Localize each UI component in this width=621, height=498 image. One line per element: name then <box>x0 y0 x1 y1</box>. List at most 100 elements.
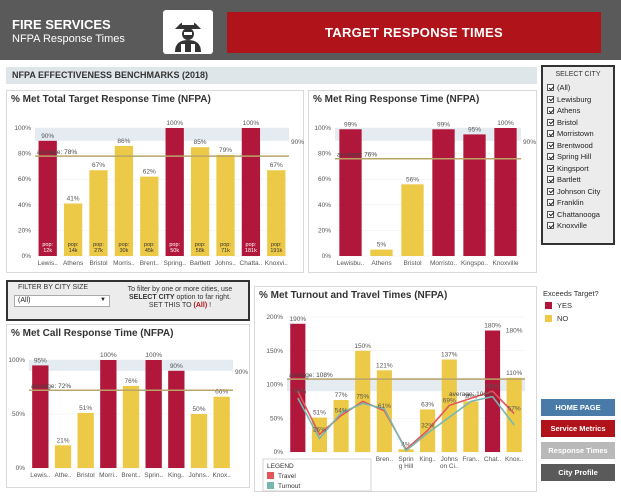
hint-all: (All) <box>193 302 208 309</box>
response-times-button[interactable]: Response Times <box>541 442 615 459</box>
pop-label-line: 181k <box>245 248 257 254</box>
x-tick-label: Chatta.. <box>240 260 263 267</box>
pop-label-line: pop: <box>144 242 155 248</box>
checkbox-icon[interactable] <box>547 222 554 229</box>
y-tick-label: 40% <box>18 202 31 209</box>
y-tick-label: 80% <box>18 151 31 158</box>
bar <box>89 170 108 256</box>
city-label: Chattanooga <box>557 209 600 219</box>
bar-value-label: 150% <box>354 343 371 350</box>
x-tick-label: Lewis.. <box>38 260 58 267</box>
city-checkbox-item[interactable]: Brentwood <box>547 141 593 150</box>
city-size-select[interactable]: (All) ▼ <box>14 295 110 307</box>
pop-label-line: 27k <box>94 248 103 254</box>
legend-title: LEGEND <box>267 463 294 470</box>
x-tick-label: Bren.. <box>376 456 394 463</box>
pop-label-line: pop: <box>195 242 206 248</box>
city-checkbox-item[interactable]: Morristown <box>547 129 594 138</box>
line-value-label: 32% <box>421 422 434 429</box>
x-tick-label: Knoxvi.. <box>265 260 288 267</box>
checkbox-icon[interactable] <box>547 130 554 137</box>
bar-value-label: 62% <box>143 169 156 176</box>
bar <box>38 140 57 256</box>
bar-value-label: 41% <box>67 196 80 203</box>
city-checkbox-item[interactable]: Lewisburg <box>547 95 591 104</box>
x-tick-label: Morri.. <box>99 472 118 479</box>
city-checkbox-item[interactable]: Kingsport <box>547 164 589 173</box>
y-tick-label: 50% <box>12 411 25 418</box>
city-checkbox-item[interactable]: Bristol <box>547 118 578 127</box>
x-tick-label: Spring.. <box>163 260 186 267</box>
bar <box>401 184 424 256</box>
checkbox-icon[interactable] <box>547 84 554 91</box>
pop-label-line: 30k <box>119 248 128 254</box>
pop-label-line: pop: <box>220 242 231 248</box>
city-checkbox-item[interactable]: Chattanooga <box>547 210 600 219</box>
x-tick-line: on Ci.. <box>440 463 459 470</box>
x-tick-label: Johns.. <box>189 472 210 479</box>
y-tick-label: 60% <box>318 176 331 183</box>
x-tick-label: Johns on Ci.. <box>440 456 459 470</box>
city-label: Brentwood <box>557 140 593 150</box>
exceeds-legend-title: Exceeds Target? <box>543 289 599 298</box>
checkbox-icon[interactable] <box>547 176 554 183</box>
checkbox-icon[interactable] <box>547 199 554 206</box>
bar-value-label: 95% <box>468 126 481 133</box>
chart-total-response: % Met Total Target Response Time (NFPA) … <box>6 90 304 273</box>
checkbox-icon[interactable] <box>547 107 554 114</box>
bar <box>165 128 184 256</box>
checkbox-icon[interactable] <box>547 118 554 126</box>
target-label: 90% <box>291 139 304 146</box>
bar <box>114 145 134 256</box>
chart-title: % Met Turnout and Travel Times (NFPA) <box>259 290 448 301</box>
bar-value-label: 51% <box>79 405 92 412</box>
legend-item-yes: YES <box>545 301 572 310</box>
city-checkbox-item[interactable]: Athens <box>547 106 580 115</box>
app-title: FIRE SERVICES <box>12 17 111 32</box>
city-checkbox-item[interactable]: Bartlett <box>547 175 581 184</box>
y-tick-label: 60% <box>18 176 31 183</box>
bar <box>63 203 83 256</box>
home-page-button[interactable]: HOME PAGE <box>541 399 615 416</box>
city-label: Franklin <box>557 198 584 207</box>
filter-title: SELECT CITY <box>555 71 601 78</box>
y-tick-label: 0% <box>16 465 26 472</box>
target-label: 90% <box>523 139 536 146</box>
bar-value-label: 66% <box>215 389 228 396</box>
bar <box>140 176 159 256</box>
pop-label-line: 12k <box>43 248 52 254</box>
city-checkbox-item[interactable]: Knoxville <box>547 221 587 230</box>
city-label: Lewisburg <box>557 94 592 104</box>
city-profile-button[interactable]: City Profile <box>541 464 615 481</box>
checkbox-icon[interactable] <box>547 187 554 195</box>
checkbox-icon[interactable] <box>547 141 554 149</box>
checkbox-icon[interactable] <box>547 164 554 172</box>
x-tick-label: Athe.. <box>55 472 72 479</box>
pop-label-line: pop: <box>42 242 53 248</box>
x-tick-line: Johns <box>441 456 459 463</box>
city-label: Morristown <box>557 129 594 138</box>
x-tick-label: Morristo.. <box>430 260 457 267</box>
bar <box>370 249 393 256</box>
line-value-label: 26% <box>313 426 326 433</box>
x-tick-label: Knoxville <box>492 260 518 267</box>
checkbox-icon[interactable] <box>547 153 554 160</box>
chart-title: % Met Ring Response Time (NFPA) <box>313 94 480 105</box>
checkbox-icon[interactable] <box>547 210 554 218</box>
city-checkbox-item[interactable]: (All) <box>547 83 570 92</box>
bar <box>122 385 140 468</box>
y-tick-label: 0% <box>22 253 32 260</box>
city-checkbox-item[interactable]: Johnson City <box>547 187 600 196</box>
city-checkbox-item[interactable]: Spring Hill <box>547 152 591 161</box>
x-tick-line: g Hill <box>399 463 414 470</box>
bar <box>145 360 162 468</box>
bar-value-label: 180% <box>506 328 523 335</box>
pop-label-line: 45k <box>145 248 154 254</box>
checkbox-icon[interactable] <box>547 95 554 103</box>
select-value: (All) <box>18 297 31 304</box>
service-metrics-button[interactable]: Service Metrics <box>541 420 615 437</box>
bar <box>77 412 94 468</box>
x-tick-label: Fran.. <box>462 456 479 463</box>
hint-text: To filter by one or more cities, use <box>127 286 233 293</box>
city-checkbox-item[interactable]: Franklin <box>547 198 584 207</box>
